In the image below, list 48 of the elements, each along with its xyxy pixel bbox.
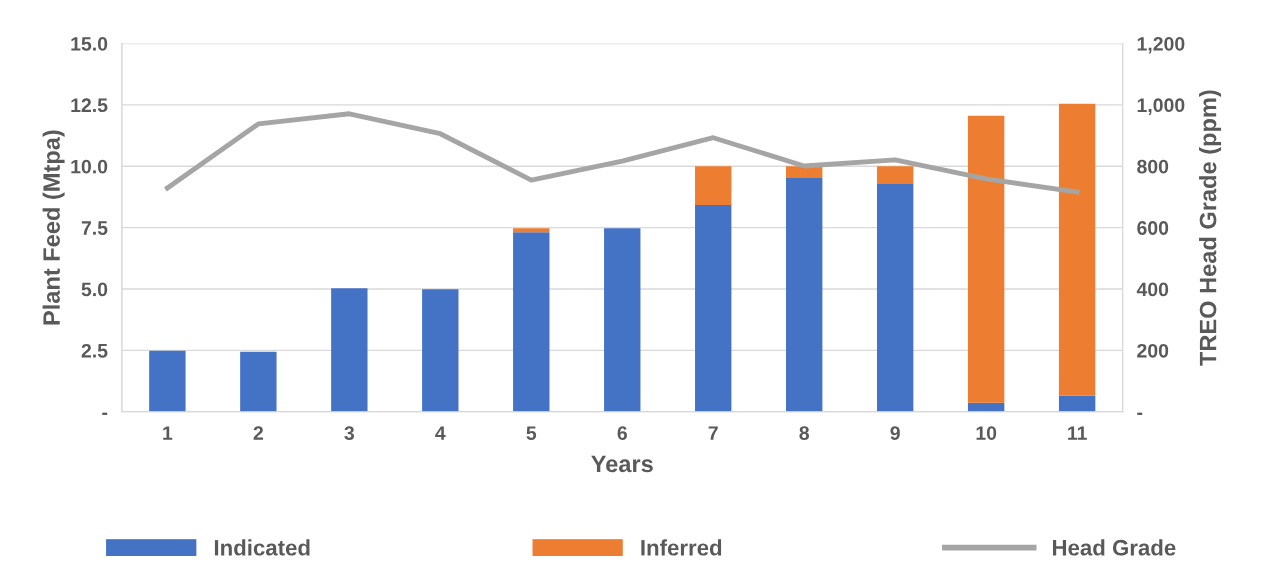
bar (876, 166, 914, 184)
bar (513, 228, 550, 233)
bar (876, 183, 914, 412)
x-tick-label: 7 (708, 426, 718, 440)
x-tick-label: 8 (799, 426, 810, 440)
bar (1058, 103, 1096, 396)
x-tick-label: 11 (1068, 426, 1087, 440)
bar (240, 351, 277, 412)
x-tick-label: 6 (617, 426, 627, 440)
y-tick-label: - (102, 412, 108, 415)
bar (149, 350, 186, 412)
bar (1058, 395, 1096, 412)
y2-tick-label: 600 (1137, 221, 1169, 235)
y-tick-label: 2.5 (81, 343, 108, 358)
y-tick-label: 5.0 (81, 282, 108, 297)
bar (786, 166, 823, 179)
bar (422, 289, 459, 412)
x-tick-label: 1 (163, 426, 173, 440)
x-tick-label: 5 (526, 426, 537, 440)
x-tick-label: 4 (435, 426, 446, 440)
y-tick-label: 15.0 (71, 36, 108, 51)
legend-label: Head Grade (1052, 539, 1176, 556)
y2-tick-label: 200 (1137, 343, 1169, 358)
x-tick-label: 9 (890, 426, 900, 440)
y-tick-label: 7.5 (81, 221, 108, 235)
x-tick-label: 3 (344, 426, 355, 440)
legend-label: Inferred (641, 539, 722, 556)
bar (695, 166, 732, 206)
y-axis-title: Plant Feed (Mtpa) (42, 130, 65, 325)
bar (604, 228, 641, 412)
y2-axis-title: TREO Head Grade (ppm) (1199, 90, 1222, 366)
bar (331, 288, 368, 412)
y-tick-label: 10.0 (71, 159, 108, 174)
y-tick-label: 12.5 (71, 98, 108, 113)
y2-tick-label: 400 (1136, 282, 1169, 297)
y2-tick-label: 1,200 (1137, 36, 1185, 54)
bar (695, 205, 732, 412)
legend-label: Indicated (214, 539, 310, 556)
x-tick-label: 2 (253, 426, 263, 440)
bar (967, 115, 1005, 403)
bar (513, 232, 550, 412)
y2-tick-label: 800 (1137, 159, 1169, 174)
x-axis-title: Years (591, 455, 653, 473)
y2-tick-label: - (1137, 412, 1143, 415)
bar (786, 178, 823, 412)
y2-tick-label: 1,000 (1137, 98, 1185, 115)
x-tick-label: 10 (976, 426, 997, 440)
line-series (164, 111, 1080, 195)
